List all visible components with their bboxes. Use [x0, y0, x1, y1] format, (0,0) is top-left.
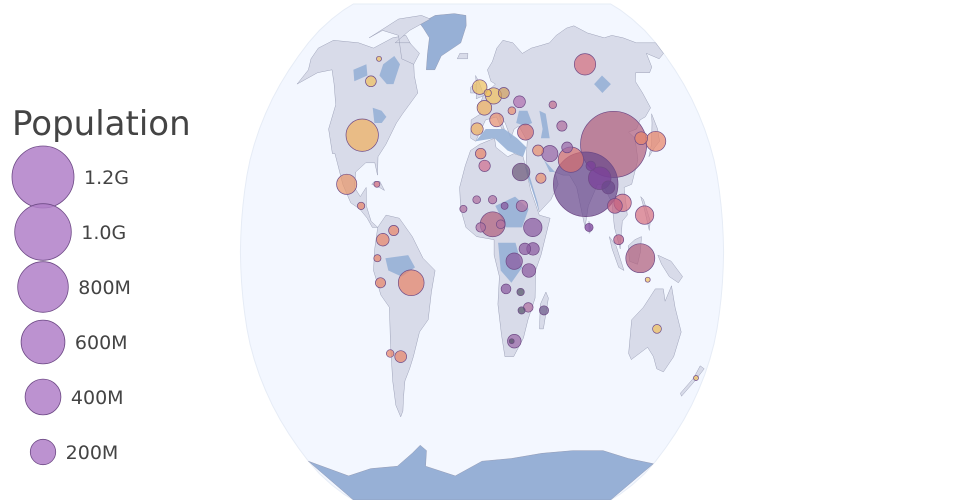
land-antarctica [308, 444, 654, 500]
population-bubble[interactable] [508, 338, 515, 345]
legend-marker [14, 203, 72, 261]
water-black-sea [516, 110, 533, 126]
legend-marker [20, 319, 66, 365]
population-bubble[interactable] [357, 201, 366, 210]
legend-marker [17, 261, 69, 313]
population-bubble[interactable] [373, 180, 381, 188]
population-bubble[interactable] [478, 159, 491, 172]
population-bubble[interactable] [584, 222, 594, 232]
population-bubble[interactable] [397, 269, 425, 297]
population-bubble[interactable] [376, 55, 382, 62]
population-bubble[interactable] [373, 254, 382, 263]
lakes-and-rivers [353, 56, 611, 283]
legend-label: 200M [66, 442, 119, 464]
population-bubble[interactable] [470, 122, 484, 136]
population-bubble[interactable] [472, 195, 481, 204]
population-bubble[interactable] [475, 147, 487, 160]
population-bubble[interactable] [556, 120, 568, 132]
population-bubble[interactable] [472, 79, 488, 95]
legend-label: 1.0G [81, 222, 126, 244]
legend-label: 600M [75, 332, 128, 354]
water-canada-blue [353, 64, 368, 82]
legend: Population 1.2G 1.0G 800M 600M 400M 200M [11, 104, 191, 466]
population-bubble[interactable] [634, 131, 648, 145]
land-iceland [456, 53, 469, 59]
population-bubble[interactable] [532, 144, 544, 157]
population-bubble[interactable] [517, 123, 534, 141]
legend-marker [29, 438, 57, 466]
legend-marker [24, 378, 62, 416]
legend-title: Population [12, 104, 191, 144]
population-bubble[interactable] [539, 305, 549, 316]
population-bubble[interactable] [625, 243, 656, 274]
population-bubble[interactable] [652, 324, 662, 334]
population-bubble[interactable] [394, 350, 407, 363]
population-bubble[interactable] [541, 145, 559, 163]
population-bubble[interactable] [336, 173, 358, 195]
population-bubble[interactable] [507, 106, 517, 116]
population-bubble[interactable] [535, 172, 547, 184]
legend-label: 800M [78, 277, 131, 299]
water-siberia-blue [594, 75, 611, 93]
land-baffin-islands [369, 15, 431, 65]
population-bubble[interactable] [518, 242, 532, 256]
population-bubble[interactable] [513, 95, 526, 109]
legend-items: 1.2G 1.0G 800M 600M 400M 200M [11, 145, 131, 466]
population-bubble[interactable] [523, 217, 543, 237]
water-caspian [539, 110, 550, 139]
population-bubble[interactable] [365, 75, 377, 88]
population-bubble[interactable] [561, 141, 573, 154]
population-bubble[interactable] [645, 130, 667, 152]
land-new-guinea [657, 254, 683, 284]
population-bubble[interactable] [488, 195, 498, 205]
population-bubble[interactable] [500, 283, 512, 295]
water-mediterranean [475, 129, 527, 157]
population-bubble[interactable] [613, 234, 625, 246]
population-bubble[interactable] [517, 306, 526, 315]
legend-marker [11, 145, 75, 209]
land-greenland [419, 13, 467, 70]
population-bubble[interactable] [516, 287, 525, 297]
population-bubble[interactable] [515, 199, 528, 212]
population-bubble[interactable] [375, 277, 386, 289]
population-bubble[interactable] [511, 162, 531, 182]
population-bubble[interactable] [497, 87, 510, 99]
water-hudson-bay [379, 56, 400, 85]
population-bubble[interactable] [489, 112, 504, 128]
population-bubble[interactable] [500, 202, 509, 210]
population-bubble[interactable] [483, 88, 492, 98]
population-bubble[interactable] [585, 160, 596, 172]
population-bubble[interactable] [635, 205, 655, 225]
population-bubble[interactable] [388, 225, 400, 236]
population-bubble[interactable] [476, 100, 493, 116]
population-bubble[interactable] [376, 233, 390, 247]
population-bubble[interactable] [693, 375, 699, 381]
population-bubble[interactable] [495, 219, 506, 230]
population-bubble[interactable] [521, 263, 537, 278]
population-bubbles [336, 53, 699, 381]
population-bubble[interactable] [386, 349, 395, 358]
population-bubble[interactable] [607, 198, 623, 214]
population-bubble[interactable] [601, 180, 616, 195]
population-bubble[interactable] [644, 276, 651, 283]
population-bubble[interactable] [573, 53, 597, 76]
legend-label: 400M [71, 387, 124, 409]
population-bubble[interactable] [505, 252, 523, 270]
population-bubble[interactable] [345, 118, 379, 152]
water-persian-gulf [543, 159, 555, 172]
legend-label: 1.2G [84, 167, 129, 189]
population-bubble[interactable] [459, 204, 468, 213]
land-sumatra [609, 236, 625, 271]
population-bubble[interactable] [548, 100, 557, 109]
water-great-lakes [372, 107, 387, 123]
population-bubble[interactable] [475, 222, 486, 233]
